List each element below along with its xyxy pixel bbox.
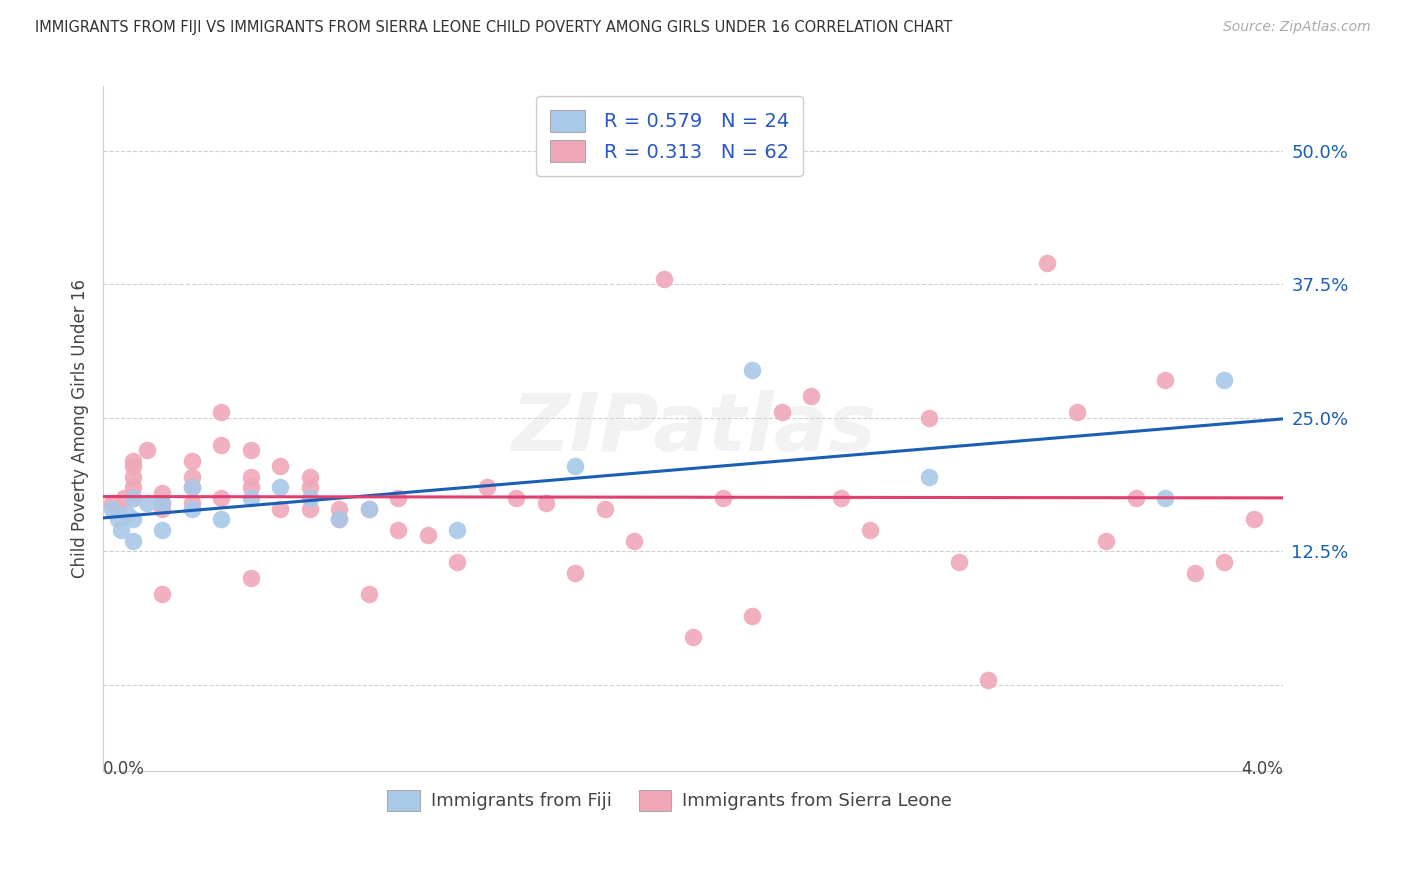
Point	[1243, 512, 1265, 526]
Point	[446, 523, 468, 537]
Point	[239, 491, 262, 505]
Text: IMMIGRANTS FROM FIJI VS IMMIGRANTS FROM SIERRA LEONE CHILD POVERTY AMONG GIRLS U: IMMIGRANTS FROM FIJI VS IMMIGRANTS FROM …	[35, 20, 952, 35]
Point	[209, 491, 232, 505]
Point	[180, 501, 202, 516]
Point	[121, 469, 143, 483]
Point	[564, 458, 586, 473]
Point	[593, 501, 616, 516]
Point	[328, 512, 350, 526]
Point	[121, 491, 143, 505]
Point	[269, 480, 291, 494]
Point	[446, 555, 468, 569]
Point	[682, 630, 704, 644]
Point	[239, 571, 262, 585]
Point	[101, 496, 124, 510]
Point	[180, 480, 202, 494]
Point	[328, 512, 350, 526]
Point	[387, 491, 409, 505]
Point	[269, 458, 291, 473]
Point	[534, 496, 557, 510]
Point	[298, 480, 321, 494]
Point	[357, 501, 380, 516]
Point	[121, 453, 143, 467]
Point	[239, 469, 262, 483]
Point	[948, 555, 970, 569]
Point	[121, 458, 143, 473]
Point	[269, 501, 291, 516]
Point	[298, 491, 321, 505]
Point	[800, 389, 823, 403]
Point	[239, 442, 262, 457]
Legend: Immigrants from Fiji, Immigrants from Sierra Leone: Immigrants from Fiji, Immigrants from Si…	[374, 777, 965, 823]
Point	[150, 496, 173, 510]
Point	[136, 442, 159, 457]
Point	[1125, 491, 1147, 505]
Point	[180, 453, 202, 467]
Point	[623, 533, 645, 548]
Point	[741, 362, 763, 376]
Point	[150, 501, 173, 516]
Y-axis label: Child Poverty Among Girls Under 16: Child Poverty Among Girls Under 16	[72, 279, 89, 578]
Text: Source: ZipAtlas.com: Source: ZipAtlas.com	[1223, 20, 1371, 34]
Point	[1066, 405, 1088, 419]
Point	[110, 523, 132, 537]
Point	[1213, 373, 1236, 387]
Point	[1154, 491, 1177, 505]
Point	[741, 608, 763, 623]
Point	[918, 410, 941, 425]
Point	[830, 491, 852, 505]
Point	[1184, 566, 1206, 580]
Point	[180, 469, 202, 483]
Point	[357, 587, 380, 601]
Point	[475, 480, 498, 494]
Point	[1154, 373, 1177, 387]
Point	[209, 437, 232, 451]
Point	[150, 523, 173, 537]
Point	[180, 496, 202, 510]
Point	[1095, 533, 1118, 548]
Point	[121, 491, 143, 505]
Text: 4.0%: 4.0%	[1241, 760, 1284, 778]
Point	[859, 523, 882, 537]
Point	[107, 501, 129, 516]
Point	[711, 491, 734, 505]
Point	[505, 491, 527, 505]
Point	[357, 501, 380, 516]
Point	[107, 512, 129, 526]
Point	[1036, 256, 1059, 270]
Point	[121, 480, 143, 494]
Point	[209, 405, 232, 419]
Point	[112, 491, 135, 505]
Point	[209, 512, 232, 526]
Point	[298, 501, 321, 516]
Text: 0.0%: 0.0%	[103, 760, 145, 778]
Point	[918, 469, 941, 483]
Point	[387, 523, 409, 537]
Point	[328, 501, 350, 516]
Point	[239, 480, 262, 494]
Point	[136, 496, 159, 510]
Text: ZIPatlas: ZIPatlas	[510, 390, 876, 467]
Point	[770, 405, 793, 419]
Point	[977, 673, 1000, 687]
Point	[298, 469, 321, 483]
Point	[121, 512, 143, 526]
Point	[115, 507, 138, 521]
Point	[150, 496, 173, 510]
Point	[564, 566, 586, 580]
Point	[1213, 555, 1236, 569]
Point	[150, 485, 173, 500]
Point	[101, 501, 124, 516]
Point	[121, 533, 143, 548]
Point	[416, 528, 439, 542]
Point	[150, 587, 173, 601]
Point	[180, 480, 202, 494]
Point	[652, 272, 675, 286]
